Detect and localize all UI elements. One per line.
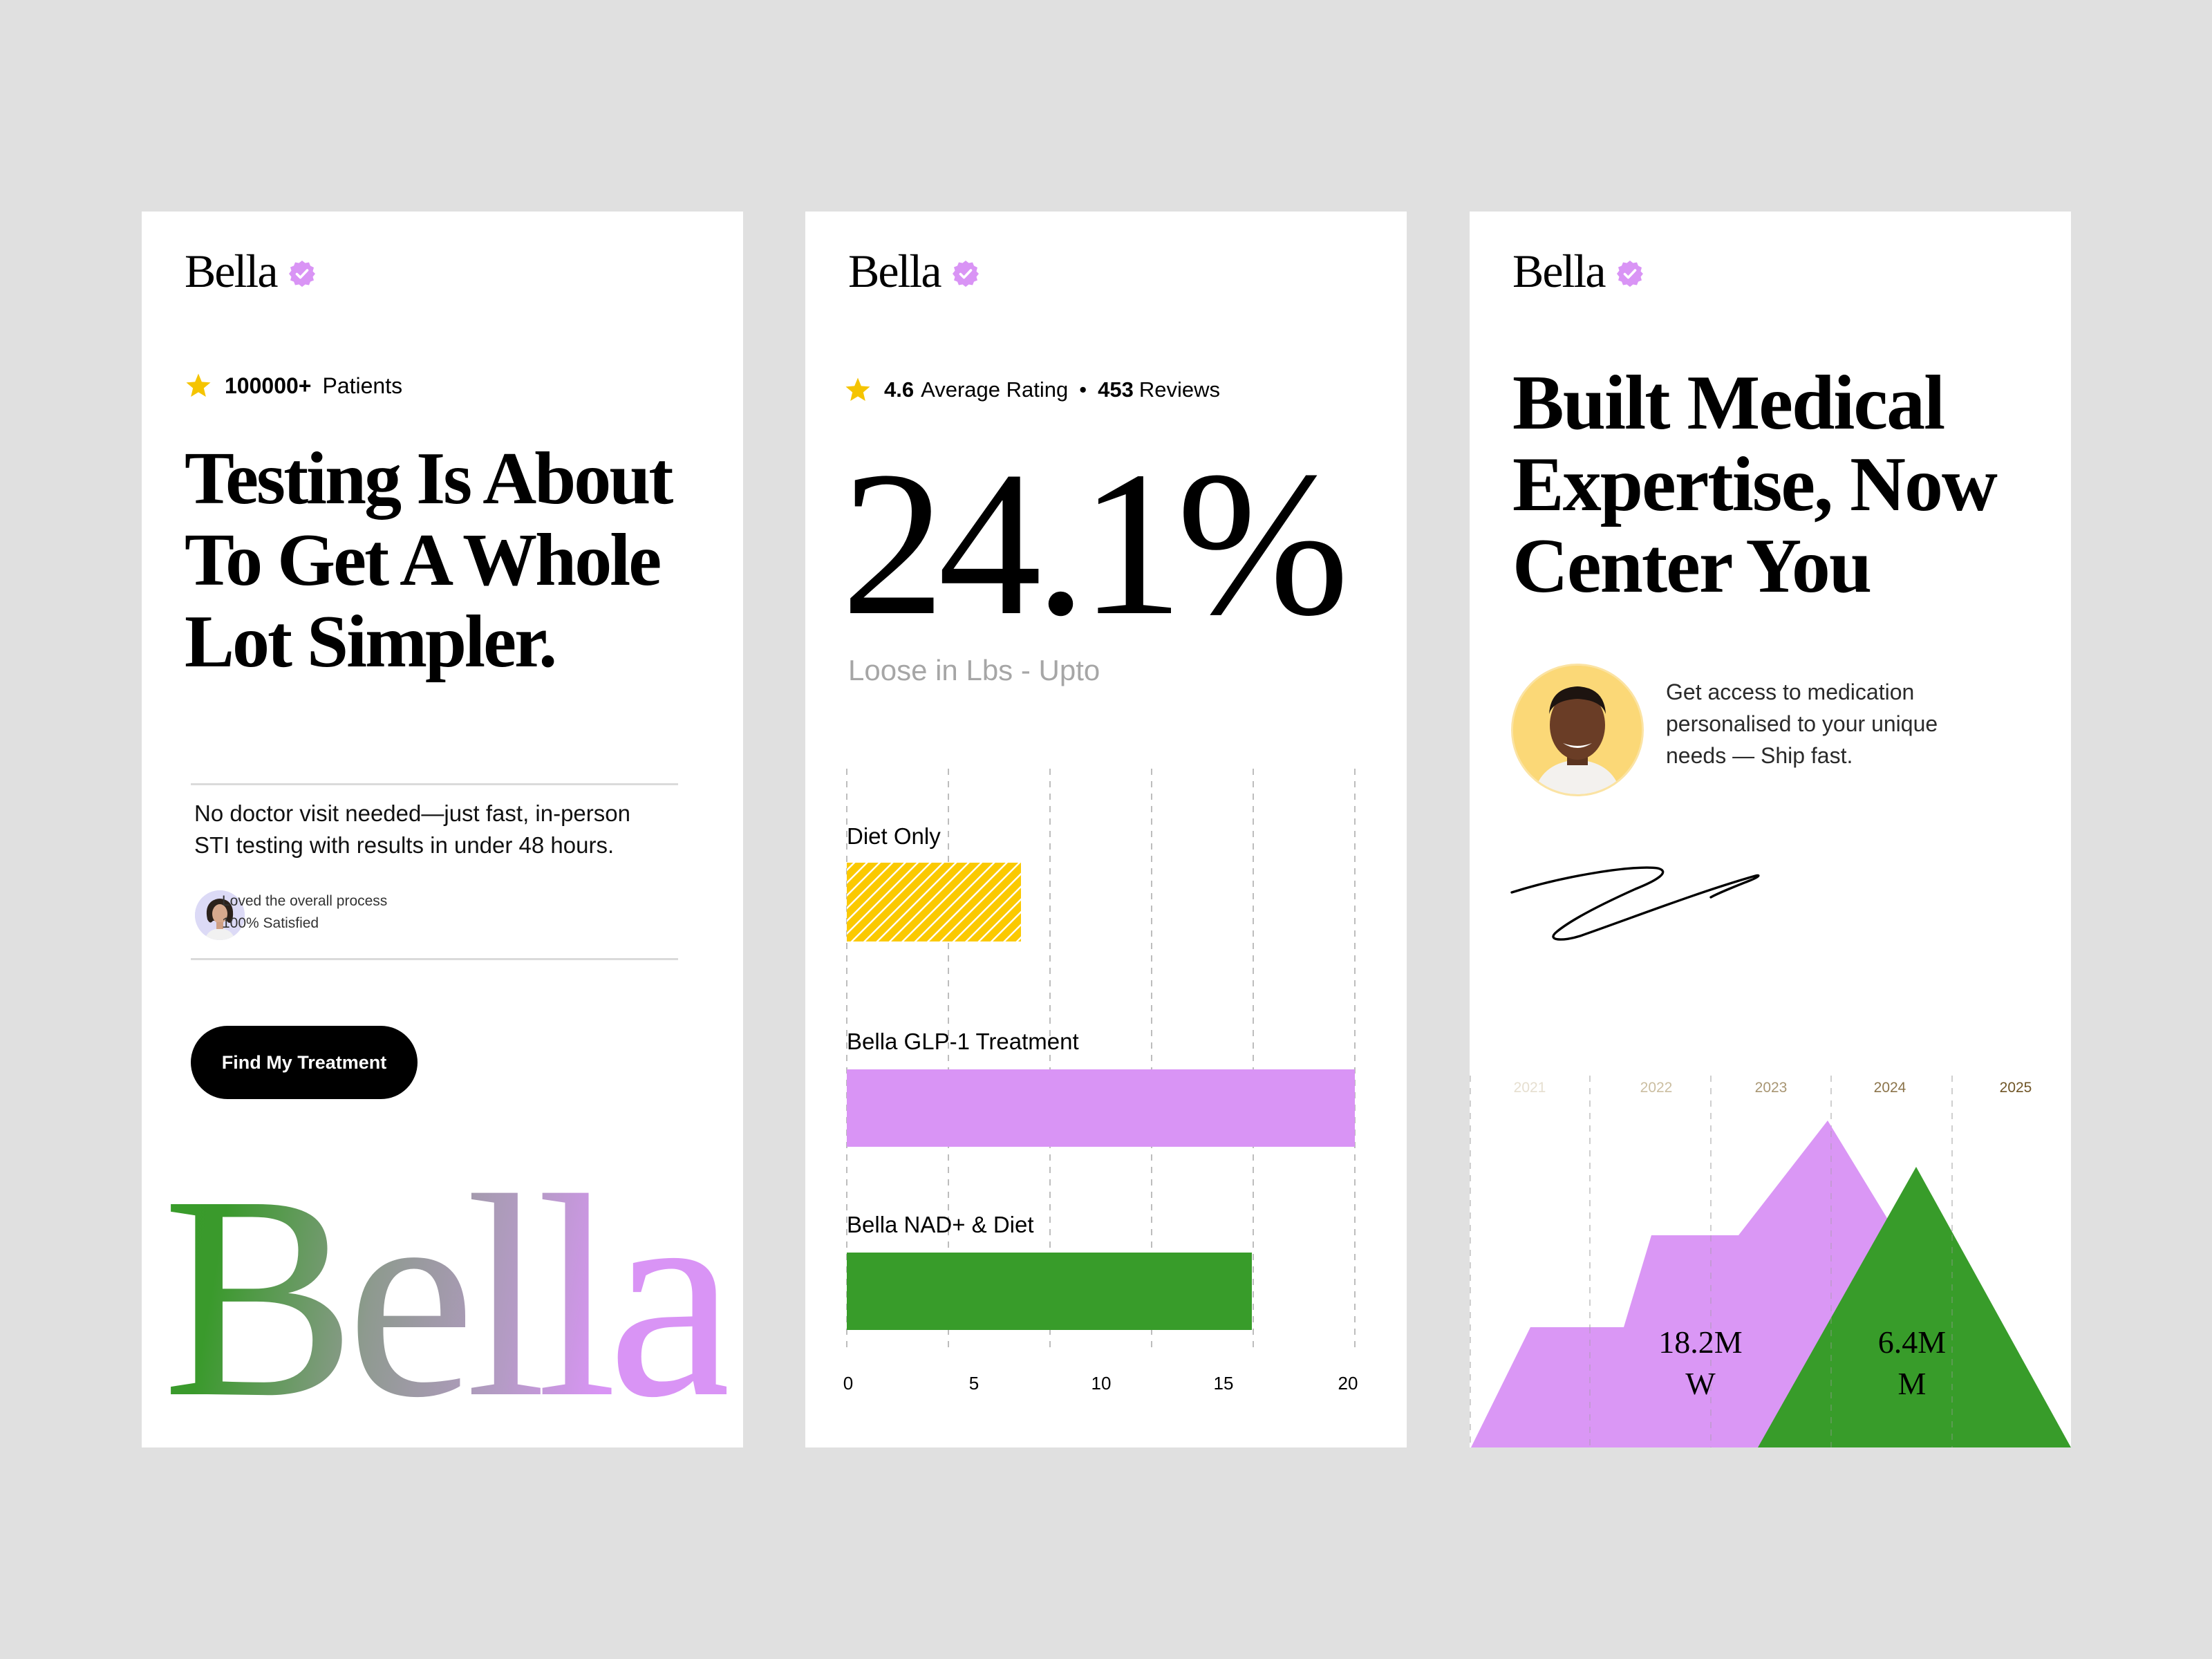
brand-logo[interactable]: Bella	[1512, 247, 1644, 294]
brand-logo[interactable]: Bella	[848, 247, 980, 294]
description-line: No doctor visit needed—just fast, in-per…	[194, 800, 630, 826]
rating-value: 4.6	[884, 377, 915, 402]
bar-label-glp1: Bella GLP-1 Treatment	[847, 1029, 1079, 1054]
women-total-label: 18.2M W	[1658, 1322, 1742, 1405]
bar-nad-diet[interactable]	[847, 1253, 1252, 1330]
verified-badge-icon	[1616, 261, 1643, 287]
year-label: 2022	[1640, 1080, 1673, 1096]
x-tick: 20	[1338, 1373, 1358, 1394]
reviews-label: Reviews	[1138, 377, 1220, 402]
description-line: STI testing with results in under 48 hou…	[194, 832, 615, 858]
patients-stat: 100000+ Patients	[185, 372, 402, 400]
x-tick: 0	[843, 1373, 854, 1394]
rating-stat: 4.6 Average Rating • 453 Reviews	[844, 376, 1220, 404]
description: No doctor visit needed—just fast, in-per…	[194, 798, 630, 861]
x-tick: 5	[968, 1373, 980, 1394]
separator-dot: •	[1079, 377, 1087, 402]
bar-label-diet-only: Diet Only	[847, 823, 941, 849]
divider-top	[191, 783, 678, 785]
area-men[interactable]	[1758, 1167, 2071, 1447]
card-medical-expertise: Bella Built Medical Expertise, Now Cente…	[1470, 212, 2071, 1447]
headline-line: Testing Is About	[185, 438, 673, 520]
reviews-count: 453	[1098, 377, 1134, 402]
year-label: 2024	[1873, 1080, 1906, 1096]
verified-badge-icon	[952, 261, 979, 287]
women-label: W	[1685, 1366, 1716, 1401]
year-label: 2025	[1999, 1080, 2032, 1096]
brand-name: Bella	[1512, 245, 1606, 297]
doctor-avatar	[1511, 664, 1644, 796]
description-line: Get access to medication	[1666, 679, 1915, 704]
patients-count: 100000+	[225, 373, 312, 398]
doctor-description: Get access to medication personalised to…	[1666, 676, 1938, 771]
rating-label: Average Rating	[921, 377, 1069, 402]
brand-logo[interactable]: Bella	[185, 247, 316, 294]
weight-loss-subtitle: Loose in Lbs - Upto	[848, 654, 1100, 686]
description-line: needs — Ship fast.	[1666, 743, 1853, 768]
star-icon	[845, 377, 870, 401]
verified-badge-icon	[288, 261, 315, 287]
headline-line: To Get A Whole	[185, 519, 662, 601]
men-total-label: 6.4M M	[1878, 1322, 1946, 1405]
headline-line: Lot Simpler.	[185, 601, 557, 683]
x-tick: 10	[1091, 1373, 1112, 1394]
star-icon	[186, 373, 211, 397]
find-my-treatment-button[interactable]: Find My Treatment	[191, 1026, 418, 1099]
woman-portrait-icon	[195, 890, 245, 940]
page-title: Built Medical Expertise, Now Center You	[1512, 362, 2071, 607]
headline-line: Center You	[1512, 523, 1872, 609]
x-tick: 15	[1213, 1373, 1234, 1394]
men-label: M	[1897, 1366, 1927, 1401]
brand-name: Bella	[185, 245, 279, 297]
year-label: 2021	[1513, 1080, 1546, 1096]
card-testing: Bella 100000+ Patients Testing Is About …	[142, 212, 743, 1447]
brand-name: Bella	[848, 245, 942, 297]
bar-diet-only[interactable]	[847, 863, 1021, 941]
description-line: personalised to your unique	[1666, 711, 1938, 736]
page-title: Testing Is About To Get A Whole Lot Simp…	[185, 438, 738, 683]
patients-label: Patients	[322, 373, 403, 398]
men-value: 6.4M	[1877, 1324, 1947, 1360]
year-label: 2023	[1754, 1080, 1788, 1096]
big-brand-wordmark: Bella	[162, 1136, 736, 1447]
headline-line: Built Medical	[1512, 360, 1945, 446]
bar-glp1-treatment[interactable]	[847, 1069, 1355, 1147]
area-chart	[1470, 1076, 2071, 1447]
testimonial-avatar	[195, 890, 245, 940]
women-value: 18.2M	[1658, 1324, 1743, 1360]
testimonial-quote: Loved the overall process	[222, 893, 388, 909]
bar-chart	[846, 769, 1356, 1352]
card-weight-loss: Bella 4.6 Average Rating • 453 Reviews 2…	[805, 212, 1407, 1447]
divider-bottom	[191, 958, 678, 960]
man-portrait-icon	[1513, 666, 1642, 794]
testimonial-text: Loved the overall process 100% Satisfied	[222, 890, 387, 935]
weight-loss-percentage: 24.1%	[841, 429, 1349, 658]
bar-label-nad-diet: Bella NAD+ & Diet	[847, 1212, 1034, 1237]
satisfaction-label: 100% Satisfied	[222, 915, 319, 931]
signature-icon	[1510, 866, 1760, 941]
headline-line: Expertise, Now	[1512, 442, 1998, 527]
